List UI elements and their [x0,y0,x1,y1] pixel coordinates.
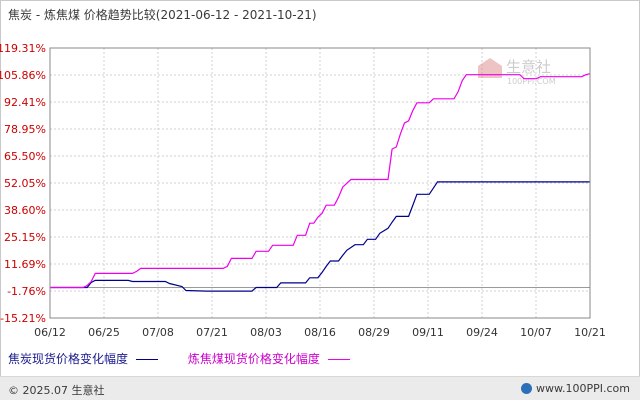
y-tick-label: 92.41% [4,96,46,109]
x-tick-label: 06/12 [34,326,66,339]
legend-item-coking-coal: 炼焦煤现货价格变化幅度 [188,350,350,367]
y-tick-label: -1.76% [7,285,46,298]
x-tick-label: 10/07 [520,326,552,339]
legend-label-coking-coal: 炼焦煤现货价格变化幅度 [187,352,320,366]
x-tick-label: 08/29 [358,326,390,339]
y-tick-label: -15.21% [0,312,46,325]
watermark-logo-icon [478,58,502,78]
legend-swatch-coke [136,359,159,360]
x-tick-label: 10/21 [574,326,606,339]
x-tick-label: 09/11 [412,326,444,339]
x-tick-label: 08/03 [250,326,282,339]
watermark-url: 100PPI.COM [507,77,556,86]
y-tick-label: 119.31% [0,42,46,55]
series-lines [50,73,591,292]
y-axis-ticks: 119.31% 105.86% 92.41% 78.95% 65.50% 52.05% 38… [0,42,46,325]
footer-bar: © 2025.07 生意社 www.100PPI.com [0,376,640,400]
x-tick-label: 07/08 [142,326,174,339]
site-link[interactable]: www.100PPI.com [521,382,630,395]
legend-label-coke: 焦炭现货价格变化幅度 [8,352,129,366]
x-tick-label: 06/25 [88,326,120,339]
series-line-coke [50,181,590,292]
y-tick-label: 25.15% [4,231,46,244]
series-line-coking-coal [50,73,591,289]
y-tick-label: 52.05% [4,177,46,190]
y-tick-label: 38.60% [4,204,46,217]
y-tick-label: 65.50% [4,150,46,163]
y-tick-label: 11.69% [4,258,46,271]
globe-icon [521,383,533,394]
x-axis-ticks: 06/12 06/25 07/08 07/21 08/03 08/16 08/29 09/11… [34,326,606,339]
y-tick-label: 78.95% [4,123,46,136]
site-url: www.100PPI.com [536,382,630,395]
grid-lines [49,47,591,319]
x-tick-label: 09/24 [466,326,498,339]
copyright-text: © 2025.07 生意社 [8,384,105,397]
legend-item-coke: 焦炭现货价格变化幅度 [8,350,159,367]
watermark: 生意社 100PPI.COM [478,58,556,86]
x-tick-label: 07/21 [196,326,228,339]
legend: 焦炭现货价格变化幅度 炼焦煤现货价格变化幅度 [8,350,376,367]
chart-title: 焦炭 - 炼焦煤 价格趋势比较(2021-06-12 - 2021-10-21) [8,8,317,22]
legend-swatch-coking-coal [327,359,350,360]
watermark-brand: 生意社 [506,58,551,76]
x-tick-label: 08/16 [304,326,336,339]
y-tick-label: 105.86% [0,69,46,82]
plot-border [49,47,591,319]
